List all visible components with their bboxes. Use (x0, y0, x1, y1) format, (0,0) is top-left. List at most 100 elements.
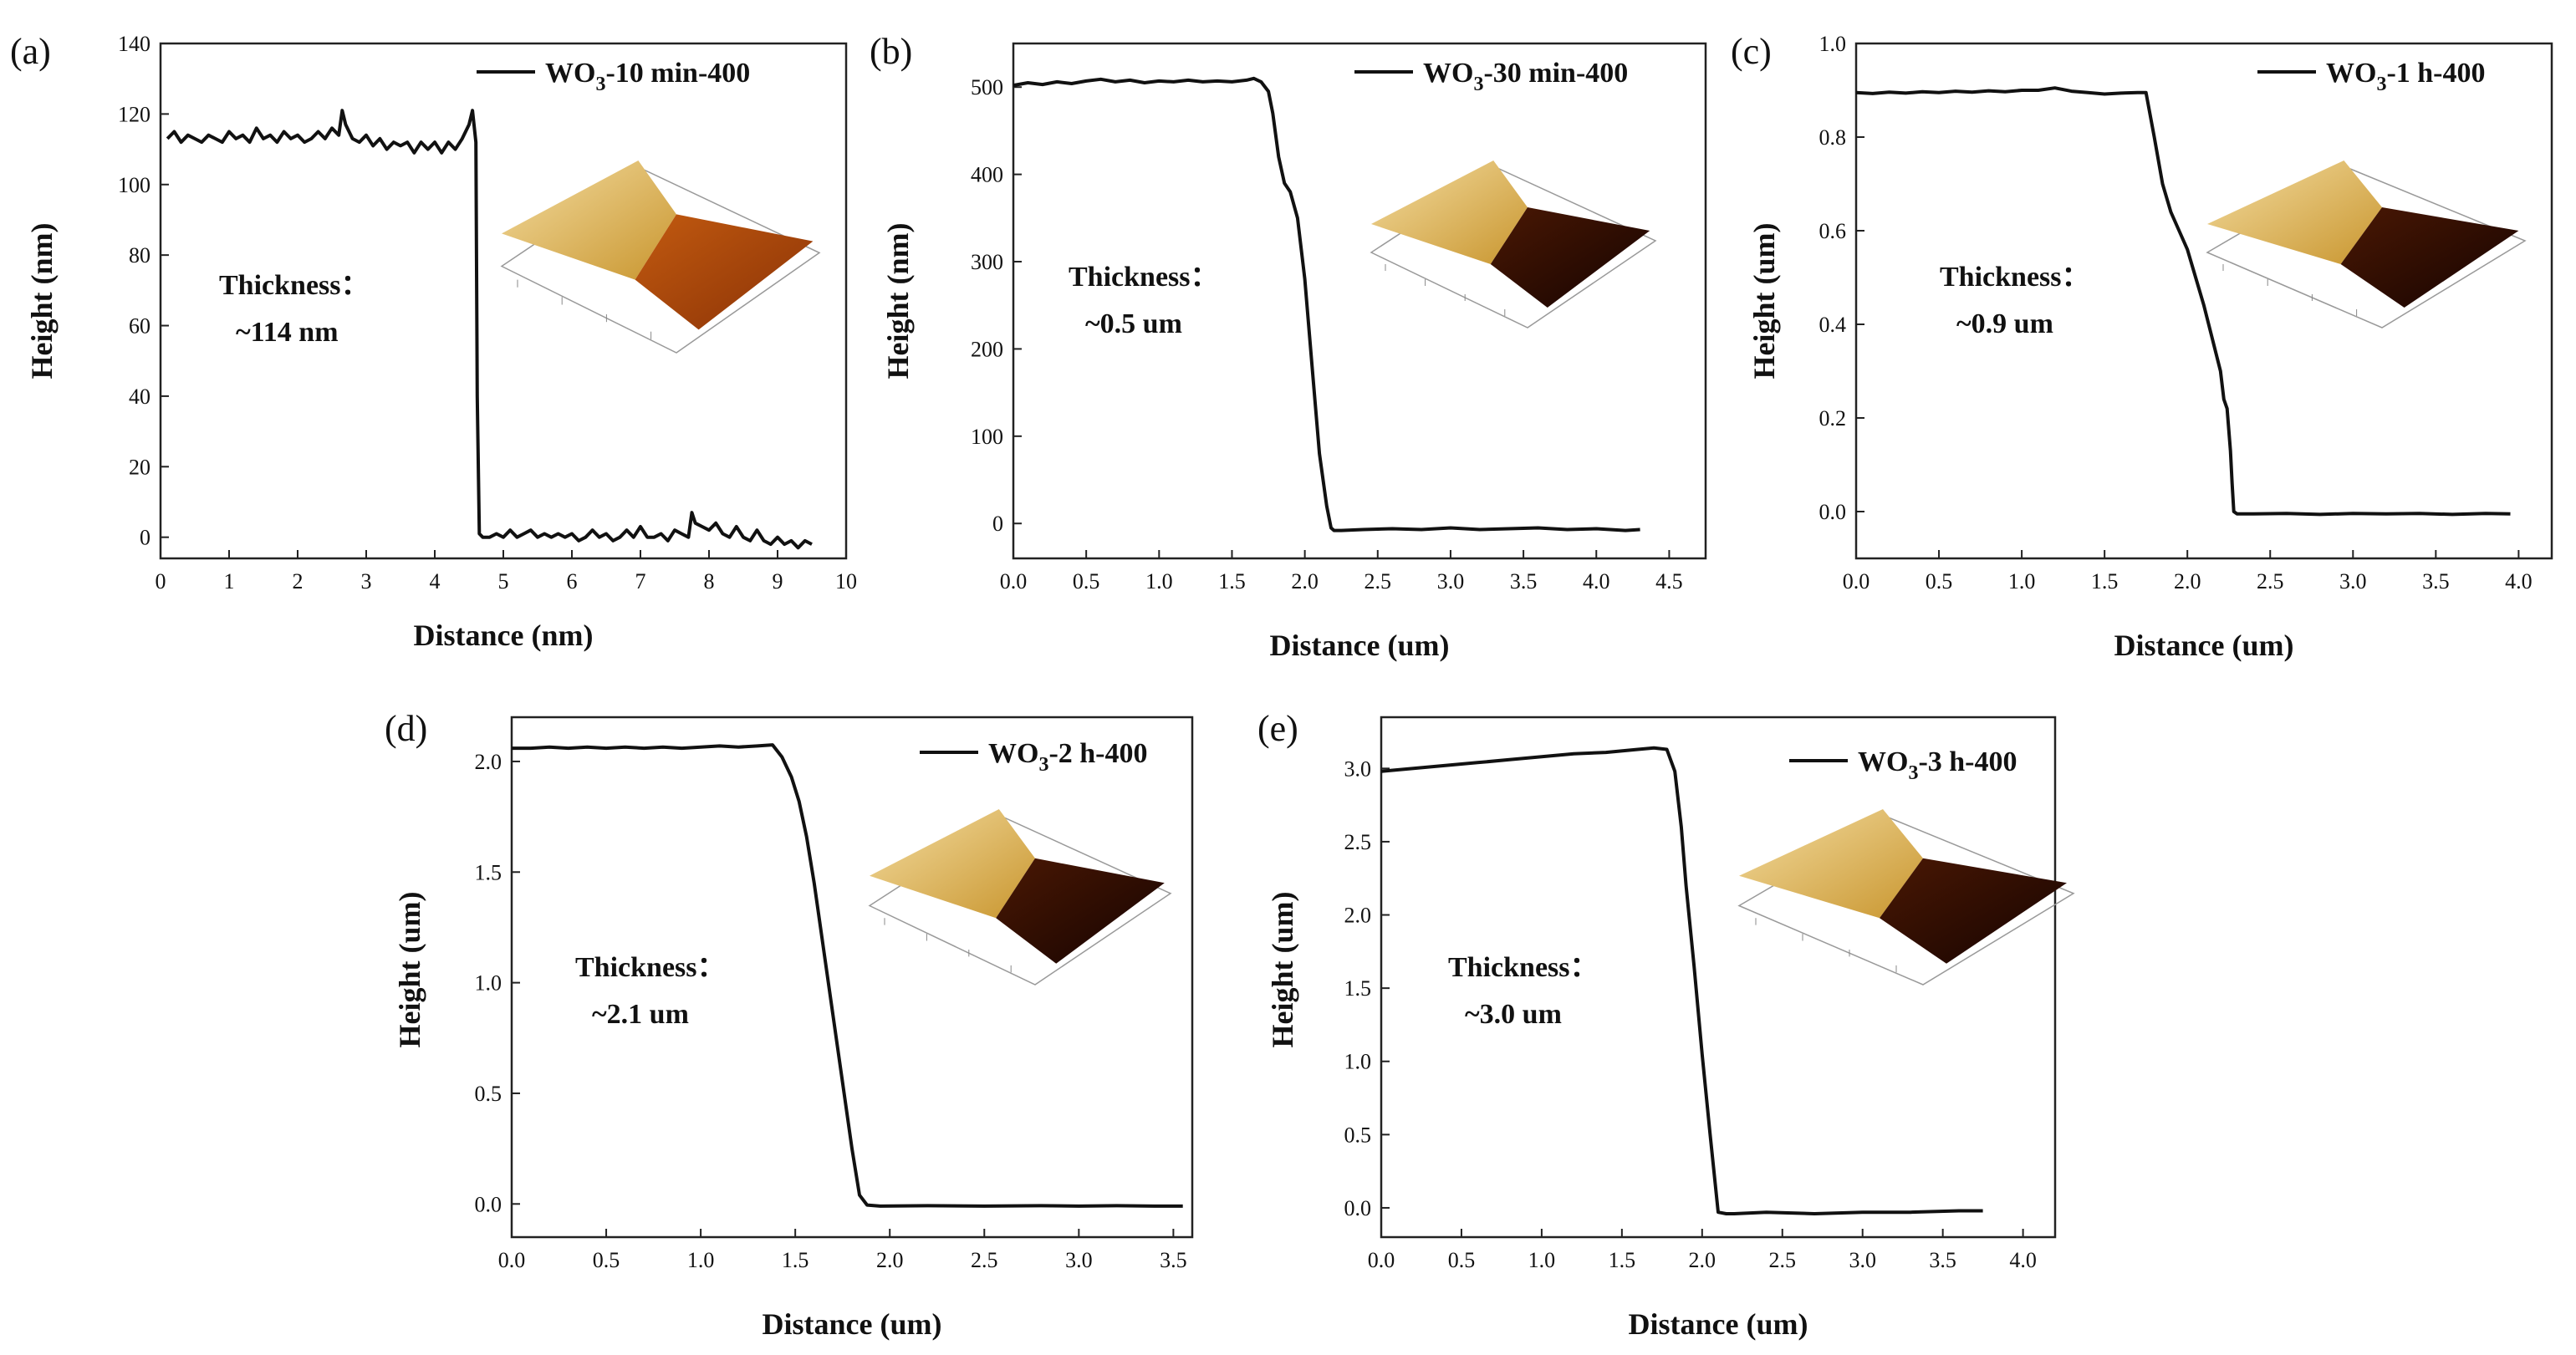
x-tick-label: 0.0 (1000, 569, 1028, 593)
legend-label: WO3-1 h-400 (2326, 58, 2486, 95)
x-tick-label: 2.5 (1365, 569, 1392, 593)
y-tick-label: 1.5 (1344, 976, 1372, 1001)
plot-frame (1380, 716, 2057, 1239)
y-tick-label: 500 (971, 75, 1003, 99)
x-tick-label: 0.0 (1843, 569, 1870, 593)
thickness-label: Thickness： (575, 952, 726, 983)
panel-c: 0.0 0.5 1.0 1.5 2.0 2.5 3.0 3.5 4.0 0.0 0.2 0.4 0.6 0… (1731, 31, 2553, 662)
x-tick-label: 2 (293, 569, 304, 593)
panel-label: (e) (1257, 708, 1298, 749)
y-tick-label: 0.5 (1344, 1123, 1372, 1147)
x-tick-label: 7 (635, 569, 646, 593)
x-tick-label: 0.0 (1368, 1248, 1395, 1272)
thickness-label: Thickness： (1069, 262, 1219, 293)
x-tick-label: 1.5 (782, 1248, 809, 1272)
x-tick-label: 4.0 (2505, 569, 2533, 593)
x-axis-title: Distance (um) (763, 1307, 942, 1341)
thickness-value: ~0.5 um (1085, 308, 1182, 339)
thickness-label: Thickness： (219, 270, 370, 301)
plot-frame (159, 42, 848, 560)
afm-3d-inset-image (500, 160, 821, 354)
x-tick-label: 1.0 (1145, 569, 1173, 593)
y-tick-label: 0.8 (1819, 125, 1847, 150)
x-tick-label: 0.5 (593, 1248, 620, 1272)
panel-label: (d) (385, 708, 427, 749)
x-tick-label: 4 (430, 569, 441, 593)
y-tick-label: 40 (129, 385, 150, 409)
y-tick-label: 1.0 (1819, 32, 1847, 56)
panel-e: 0.0 0.5 1.0 1.5 2.0 2.5 3.0 3.5 4.0 0.0 0.5 1.0 1.5 2… (1257, 708, 2075, 1341)
afm-3d-inset-image (1370, 160, 1657, 329)
x-tick-label: 2.5 (1769, 1248, 1797, 1272)
y-tick-label: 0.5 (475, 1082, 502, 1106)
thickness-label: Thickness： (1448, 952, 1599, 983)
x-tick-label: 3.5 (1510, 569, 1538, 593)
panel-label: (c) (1731, 31, 1772, 72)
x-tick-label: 2.0 (2174, 569, 2201, 593)
y-tick-label: 400 (971, 163, 1003, 187)
panel-label: (b) (870, 31, 912, 72)
y-tick-label: 0.6 (1819, 219, 1847, 243)
x-tick-label: 3.0 (2339, 569, 2367, 593)
series-line (1855, 86, 2511, 517)
x-tick-label: 3.0 (1849, 1248, 1876, 1272)
y-tick-label: 120 (118, 102, 150, 126)
afm-3d-inset-image (1737, 809, 2075, 986)
x-tick-label: 0.5 (1448, 1248, 1476, 1272)
y-axis-title: Height (um) (1747, 223, 1781, 380)
x-tick-label: 2.0 (876, 1248, 904, 1272)
y-tick-label: 2.0 (1344, 904, 1372, 928)
x-axis-title: Distance (um) (1629, 1307, 1808, 1341)
y-tick-label: 0.4 (1819, 313, 1847, 337)
y-tick-label: 300 (971, 250, 1003, 274)
legend-label: WO3-2 h-400 (988, 738, 1148, 776)
legend-label: WO3-30 min-400 (1423, 58, 1628, 95)
x-axis-title: Distance (um) (2114, 629, 2294, 662)
x-tick-label: 3.0 (1437, 569, 1465, 593)
x-tick-label: 0.5 (1926, 569, 1953, 593)
x-tick-label: 3.5 (1160, 1248, 1187, 1272)
afm-3d-inset-image (2206, 160, 2527, 329)
y-tick-label: 100 (971, 425, 1003, 449)
y-tick-label: 0.0 (475, 1192, 502, 1216)
y-tick-label: 140 (118, 32, 150, 56)
x-tick-label: 3.5 (2422, 569, 2450, 593)
y-tick-label: 80 (129, 243, 150, 267)
x-tick-label: 2.5 (2257, 569, 2284, 593)
x-tick-label: 1.5 (1218, 569, 1246, 593)
thickness-label: Thickness： (1940, 262, 2090, 293)
x-tick-label: 10 (835, 569, 857, 593)
y-tick-label: 2.5 (1344, 830, 1372, 854)
panel-label: (a) (10, 31, 51, 72)
plot-frame (1012, 42, 1707, 560)
x-tick-label: 1 (224, 569, 235, 593)
x-tick-label: 5 (498, 569, 509, 593)
y-tick-label: 0.0 (1819, 500, 1847, 524)
y-tick-label: 100 (118, 173, 150, 197)
x-tick-label: 1.5 (1609, 1248, 1636, 1272)
thickness-value: ~0.9 um (1956, 308, 2053, 339)
panel-b: 0.0 0.5 1.0 1.5 2.0 2.5 3.0 3.5 4.0 4.5 0 100 200 300… (870, 31, 1707, 662)
x-tick-label: 3 (361, 569, 372, 593)
series-line (1013, 76, 1640, 532)
x-axis-title: Distance (um) (1270, 629, 1450, 662)
y-tick-label: 1.5 (475, 860, 502, 884)
x-tick-label: 0.0 (498, 1248, 526, 1272)
y-axis-title: Height (um) (393, 892, 426, 1048)
y-axis-title: Height (nm) (25, 223, 59, 380)
y-tick-label: 20 (129, 455, 150, 479)
x-tick-label: 9 (773, 569, 783, 593)
x-tick-label: 1.0 (1528, 1248, 1556, 1272)
x-tick-label: 3.5 (1929, 1248, 1956, 1272)
x-tick-label: 4.0 (2009, 1248, 2037, 1272)
panel-d: 0.0 0.5 1.0 1.5 2.0 2.5 3.0 3.5 0.0 0.5 1.0 1.5 2.0 D… (385, 708, 1194, 1341)
y-axis-title: Height (um) (1266, 892, 1299, 1048)
y-tick-label: 0.0 (1344, 1196, 1372, 1220)
series-line (512, 743, 1183, 1208)
x-tick-label: 0 (156, 569, 166, 593)
x-tick-label: 3.0 (1065, 1248, 1093, 1272)
thickness-value: ~2.1 um (592, 999, 689, 1030)
thickness-value: ~3.0 um (1465, 999, 1562, 1030)
y-axis-title: Height (nm) (881, 223, 915, 380)
